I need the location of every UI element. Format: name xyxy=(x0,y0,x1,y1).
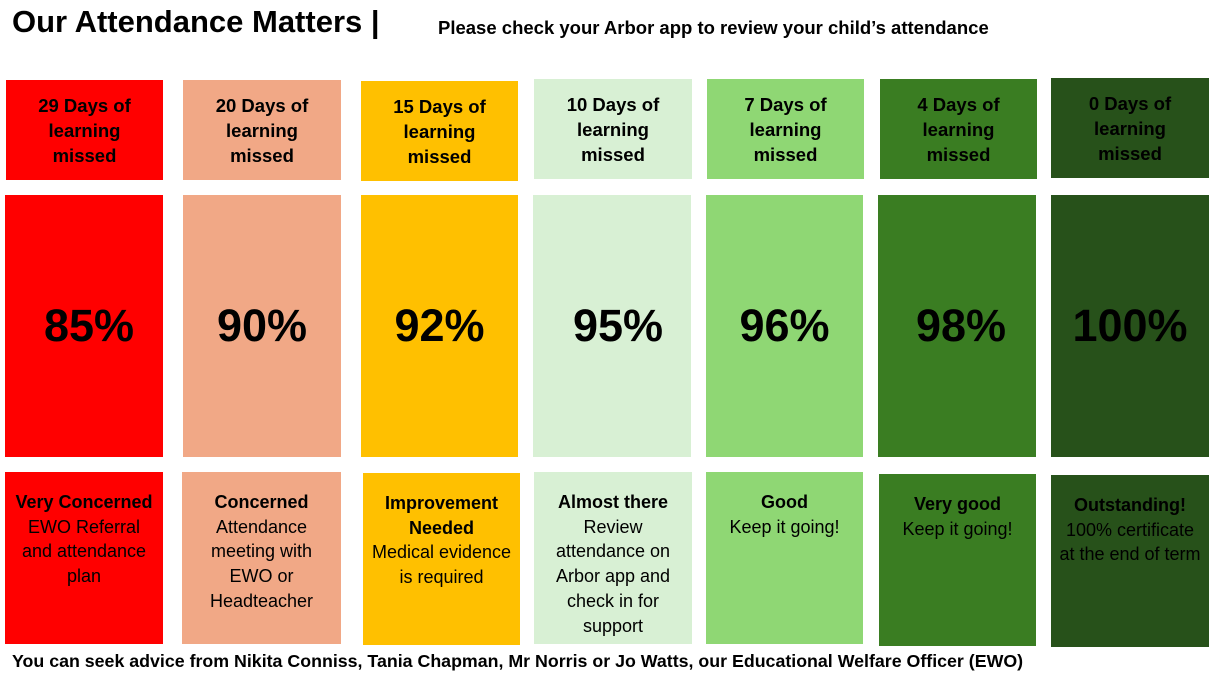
days-missed-box-1: 29 Days of learning missed xyxy=(6,80,163,180)
footer-advice-text: You can seek advice from Nikita Conniss,… xyxy=(12,651,1024,671)
status-label: Almost there xyxy=(557,492,669,512)
status-box-2: Concerned Attendance meeting with EWO or … xyxy=(182,472,341,644)
percent-value: 92% xyxy=(394,300,485,351)
percent-box-7: 100% xyxy=(1051,195,1209,457)
percent-value: 98% xyxy=(915,300,1007,351)
days-missed-box-6: 4 Days of learning missed xyxy=(880,79,1037,179)
status-label: Very good xyxy=(913,494,1002,514)
percent-value: 85% xyxy=(43,300,135,351)
status-detail: 100% certificate at the end of term xyxy=(1059,519,1201,565)
percent-value: 90% xyxy=(216,300,308,351)
status-detail: Medical evidence is required xyxy=(371,542,512,588)
days-missed-box-7: 0 Days of learning missed xyxy=(1051,78,1209,178)
status-box-6: Very good Keep it going! xyxy=(879,474,1036,646)
days-missed-text: 15 Days of learning missed xyxy=(393,95,486,167)
status-detail: Keep it going! xyxy=(729,516,840,537)
days-missed-text: 29 Days of learning missed xyxy=(38,94,131,166)
percent-box-6: 98% xyxy=(878,195,1036,457)
status-box-1: Very Concerned EWO Referral and attendanc… xyxy=(5,472,163,644)
status-label: Good xyxy=(761,492,808,512)
percent-value: 96% xyxy=(739,300,830,351)
status-box-7: Outstanding! 100% certificate at the end … xyxy=(1051,475,1209,647)
status-detail: EWO Referral and attendance plan xyxy=(21,516,147,587)
days-missed-text: 4 Days of learning missed xyxy=(917,93,1000,165)
page-title: Our Attendance Matters | xyxy=(12,4,380,39)
status-label: Very Concerned xyxy=(15,492,153,512)
status-label: Improvement Needed xyxy=(384,493,499,538)
percent-box-1: 85% xyxy=(5,195,163,457)
days-missed-text: 0 Days of learning missed xyxy=(1088,92,1172,164)
days-missed-text: 20 Days of learning missed xyxy=(215,94,309,166)
days-missed-box-4: 10 Days of learning missed xyxy=(534,79,692,179)
percent-box-3: 92% xyxy=(361,195,518,457)
status-box-4: Almost there Review attendance on Arbor a… xyxy=(534,472,692,644)
days-missed-text: 10 Days of learning missed xyxy=(566,93,660,165)
days-missed-box-5: 7 Days of learning missed xyxy=(707,79,864,179)
status-label: Outstanding! xyxy=(1074,495,1186,515)
percent-value: 100% xyxy=(1072,300,1188,351)
percent-box-4: 95% xyxy=(533,195,691,457)
days-missed-box-2: 20 Days of learning missed xyxy=(183,80,341,180)
status-box-3: Improvement Needed Medical evidence is re… xyxy=(363,473,520,645)
percent-box-2: 90% xyxy=(183,195,341,457)
days-missed-box-3: 15 Days of learning missed xyxy=(361,81,518,181)
percent-box-5: 96% xyxy=(706,195,863,457)
page-subtitle: Please check your Arbor app to review yo… xyxy=(438,17,989,38)
status-detail: Keep it going! xyxy=(902,518,1013,539)
status-detail: Attendance meeting with EWO or Headteach… xyxy=(209,516,314,611)
percent-value: 95% xyxy=(572,300,664,351)
status-detail: Review attendance on Arbor app and check… xyxy=(555,516,671,636)
days-missed-text: 7 Days of learning missed xyxy=(744,93,827,165)
status-box-5: Good Keep it going! xyxy=(706,472,863,644)
status-label: Concerned xyxy=(214,492,309,512)
